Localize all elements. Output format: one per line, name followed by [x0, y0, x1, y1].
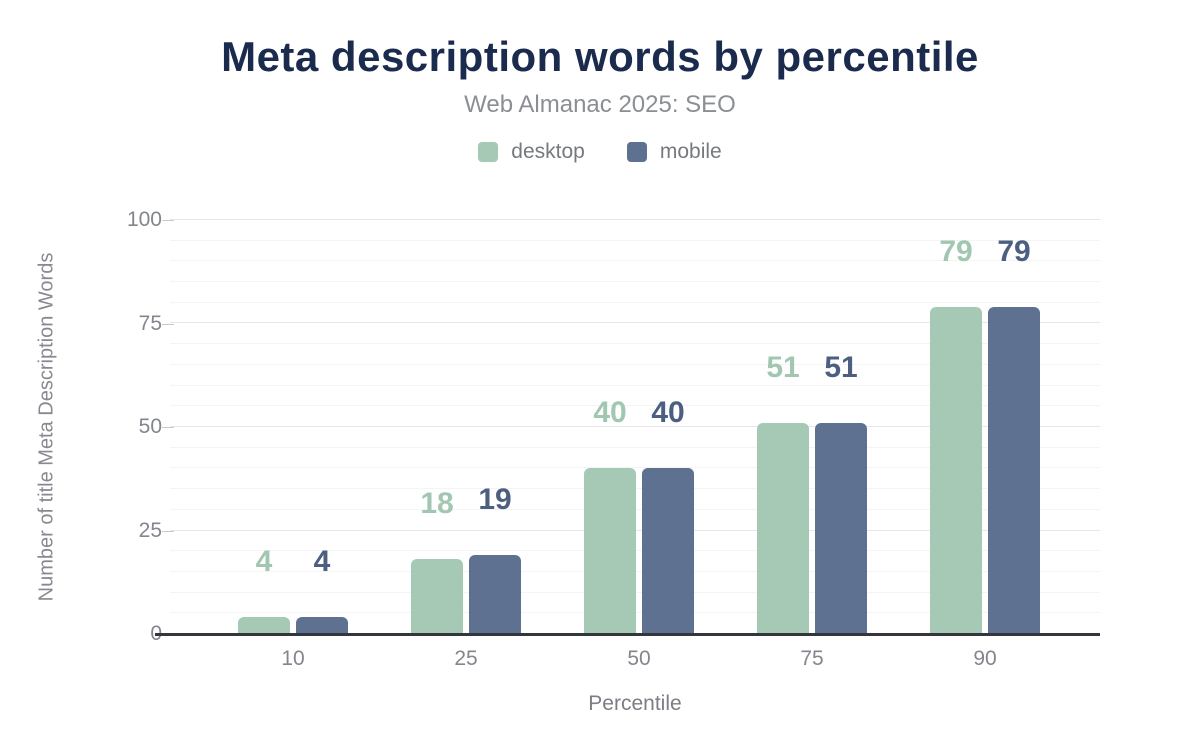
x-axis-line — [155, 633, 1100, 636]
x-tick-label: 10 — [281, 647, 305, 670]
chart-title: Meta description words by percentile — [221, 33, 979, 80]
bar-desktop — [757, 423, 809, 634]
bar-desktop — [411, 559, 463, 634]
grid-line-minor — [170, 364, 1100, 365]
value-label-mobile: 19 — [478, 483, 512, 516]
bar-mobile — [642, 468, 694, 634]
grid-line-minor — [170, 467, 1100, 468]
bar-desktop — [930, 307, 982, 634]
bar-mobile — [296, 617, 348, 634]
y-tick-label: 25 — [138, 519, 162, 542]
bar-mobile — [988, 307, 1040, 634]
y-tick-mark — [162, 220, 174, 221]
y-tick-label: 75 — [138, 312, 162, 335]
legend-item-mobile[interactable]: mobile — [626, 140, 722, 164]
value-label-desktop: 79 — [939, 235, 973, 268]
grid-line-minor — [170, 281, 1100, 282]
value-label-mobile: 51 — [824, 351, 858, 384]
x-tick-label: 50 — [627, 647, 651, 670]
y-tick-label: 50 — [138, 415, 162, 438]
bar-desktop — [584, 468, 636, 634]
y-tick-mark — [162, 427, 174, 428]
value-label-desktop: 51 — [766, 351, 800, 384]
y-tick-label: 100 — [126, 208, 162, 231]
legend-swatch-mobile — [626, 142, 647, 162]
grid-line-minor — [170, 302, 1100, 303]
value-label-mobile: 79 — [997, 235, 1031, 268]
bar-desktop — [238, 617, 290, 634]
value-label-mobile: 4 — [313, 545, 331, 578]
bar-mobile — [815, 423, 867, 634]
y-tick-label: 0 — [8, 622, 162, 646]
x-tick-label: 75 — [800, 647, 824, 670]
grid-line-major — [170, 219, 1100, 220]
legend-swatch-desktop — [478, 142, 499, 162]
x-axis-title: Percentile — [588, 692, 682, 715]
legend-label: mobile — [659, 140, 722, 163]
x-tick-label: 90 — [973, 647, 997, 670]
x-tick-label: 25 — [454, 647, 478, 670]
grid-line-minor — [170, 343, 1100, 344]
grid-line-minor — [170, 447, 1100, 448]
plot-area: 4 4 18 19 40 40 51 51 79 79 — [170, 219, 1100, 634]
legend-label: desktop — [511, 140, 585, 163]
legend: desktop mobile — [0, 140, 1200, 164]
value-label-desktop: 18 — [420, 487, 454, 520]
y-tick-mark — [162, 531, 174, 532]
y-tick-mark — [162, 324, 174, 325]
value-label-desktop: 40 — [593, 396, 627, 429]
bar-mobile — [469, 555, 521, 634]
grid-line-minor — [170, 240, 1100, 241]
grid-line-minor — [170, 260, 1100, 261]
grid-line-major — [170, 426, 1100, 427]
legend-item-desktop[interactable]: desktop — [478, 140, 585, 164]
grid-line-minor — [170, 405, 1100, 406]
grid-line-minor — [170, 385, 1100, 386]
chart-subtitle: Web Almanac 2025: SEO — [464, 91, 736, 118]
value-label-desktop: 4 — [255, 545, 273, 578]
grid-line-major — [170, 322, 1100, 323]
value-label-mobile: 40 — [651, 396, 685, 429]
